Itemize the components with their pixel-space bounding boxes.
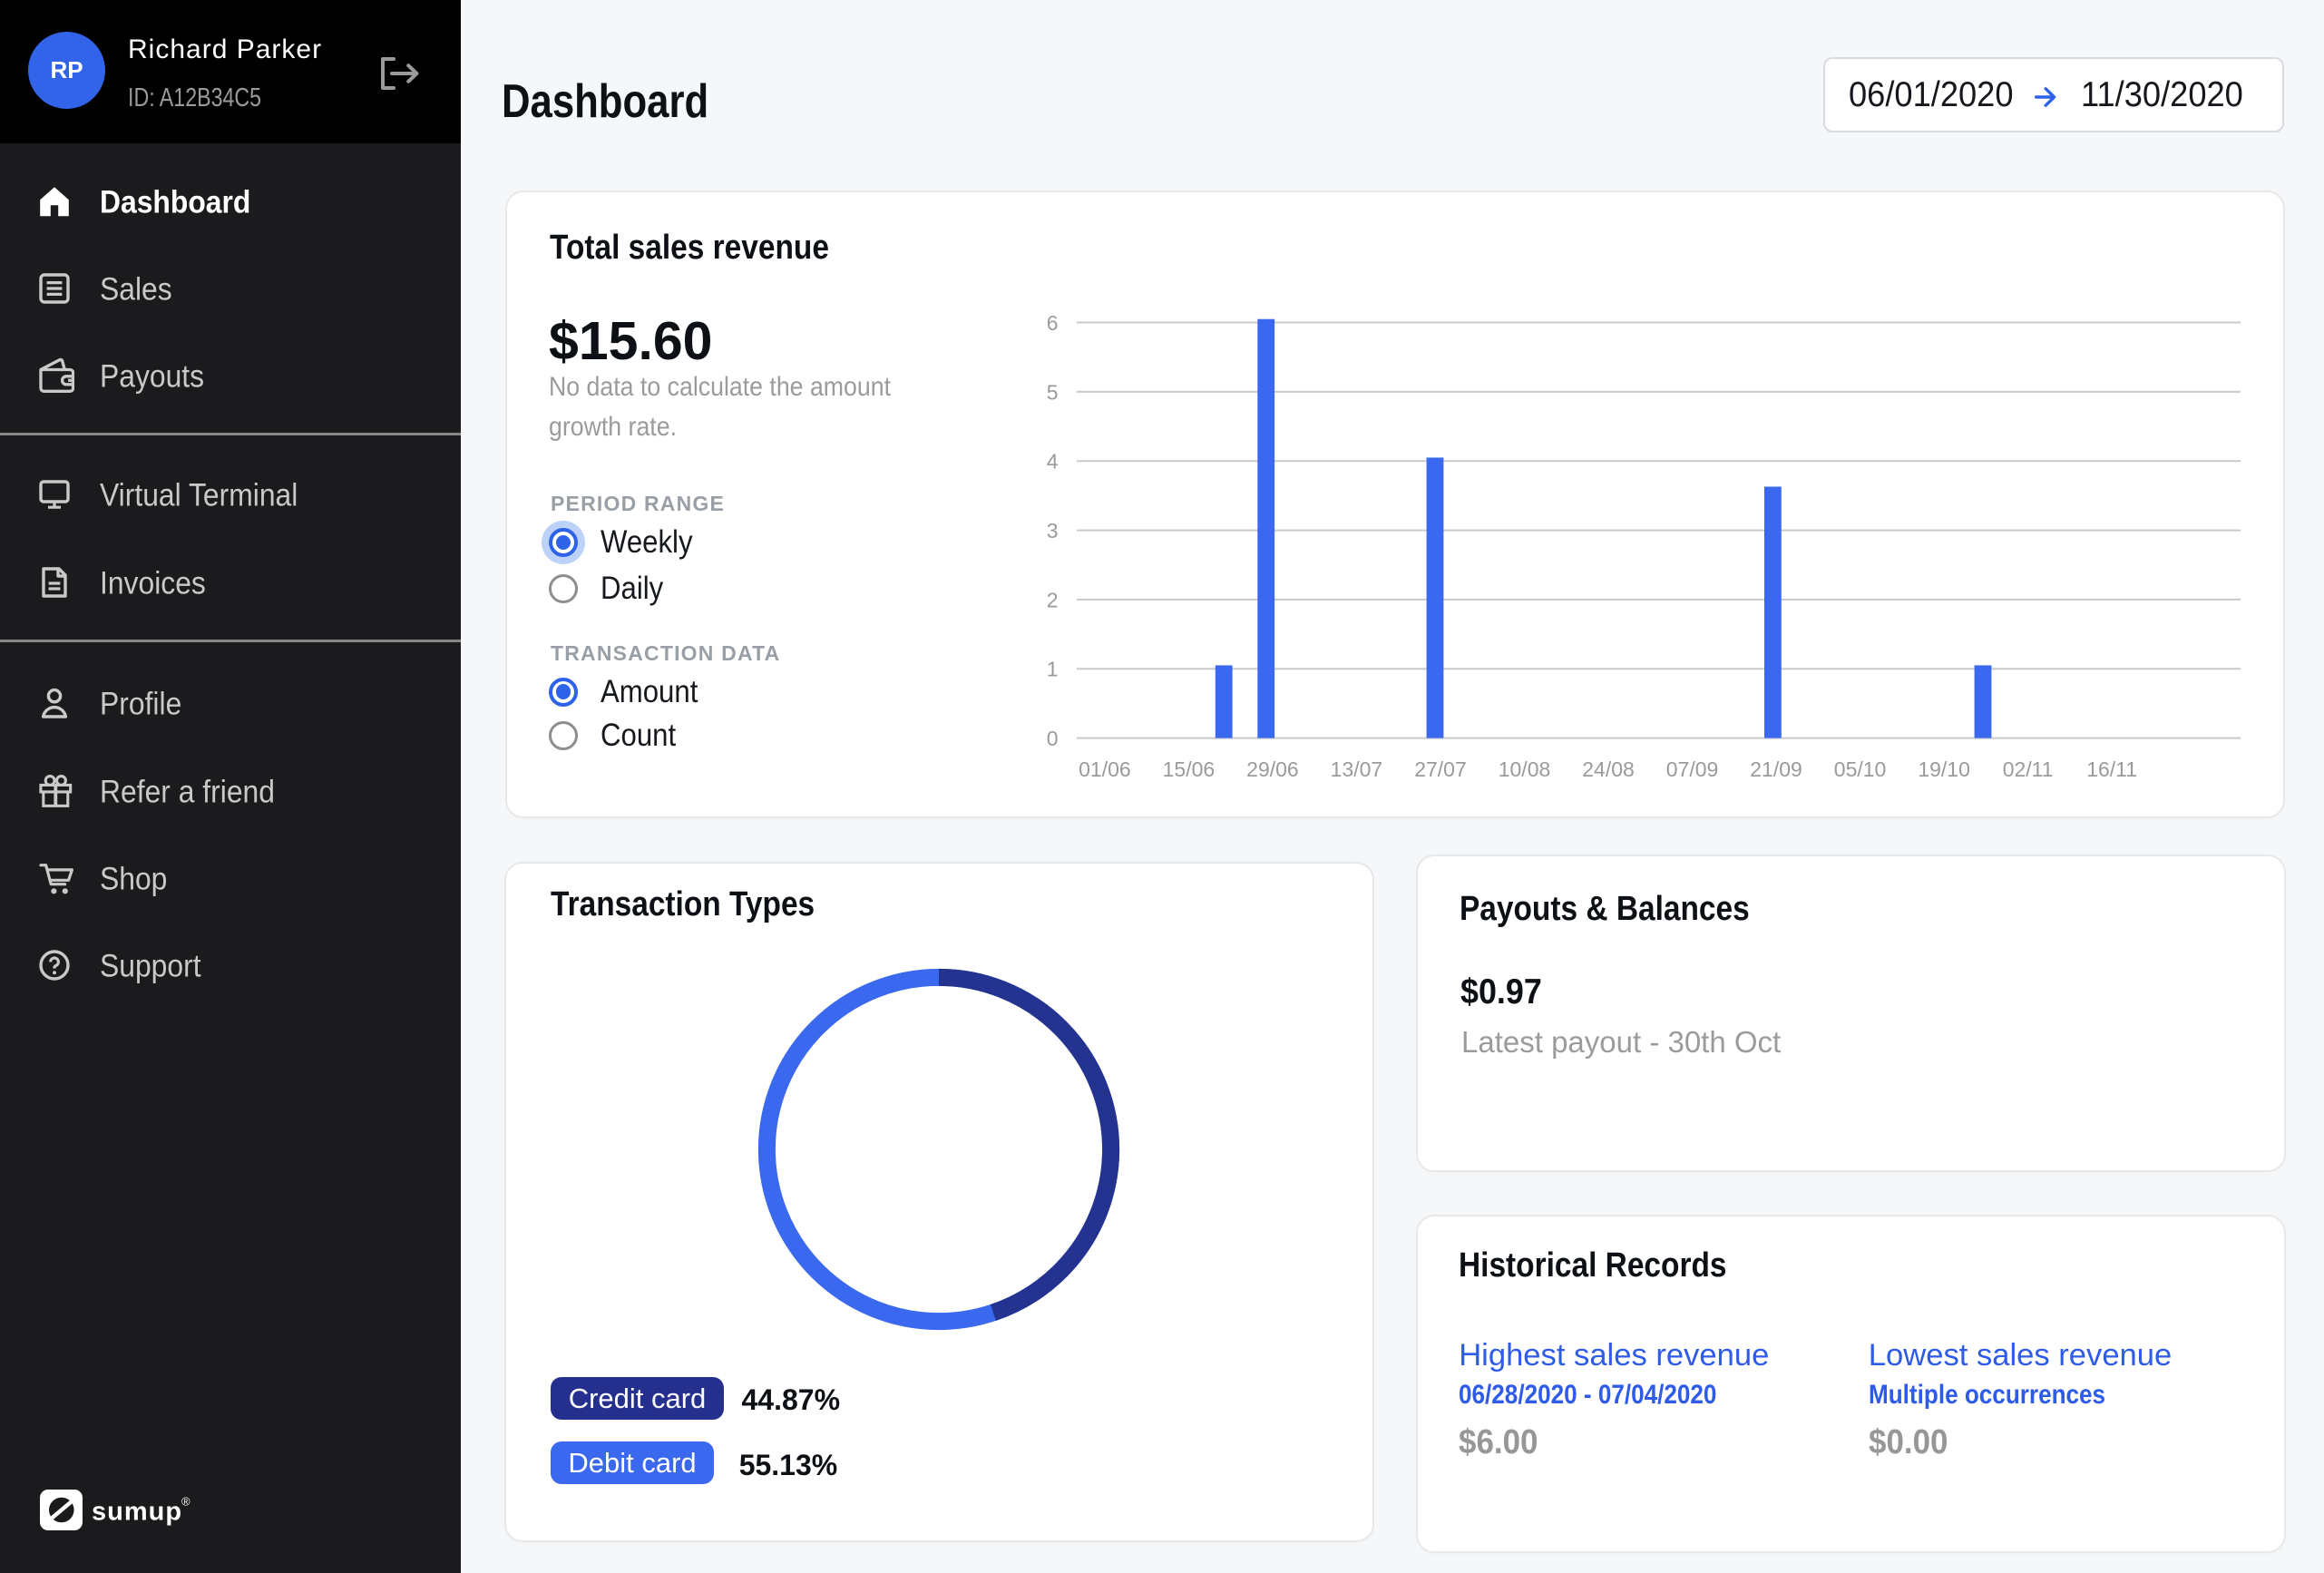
svg-text:02/11: 02/11 <box>2003 757 2054 781</box>
svg-text:1: 1 <box>1047 658 1059 681</box>
svg-text:0: 0 <box>1047 727 1059 750</box>
svg-text:2: 2 <box>1047 588 1059 611</box>
svg-text:05/10: 05/10 <box>1834 757 1887 781</box>
svg-text:3: 3 <box>1047 519 1059 542</box>
svg-text:27/07: 27/07 <box>1414 757 1467 781</box>
svg-text:4: 4 <box>1047 450 1059 474</box>
svg-text:19/10: 19/10 <box>1918 757 1970 781</box>
svg-text:07/09: 07/09 <box>1666 757 1719 781</box>
svg-text:21/09: 21/09 <box>1750 757 1802 781</box>
svg-text:®: ® <box>181 1495 190 1509</box>
svg-text:24/08: 24/08 <box>1582 757 1635 781</box>
svg-text:sumup: sumup <box>92 1498 182 1527</box>
svg-text:29/06: 29/06 <box>1246 757 1299 781</box>
svg-text:6: 6 <box>1047 311 1059 335</box>
svg-text:15/06: 15/06 <box>1163 757 1216 781</box>
svg-text:5: 5 <box>1047 380 1059 404</box>
svg-text:10/08: 10/08 <box>1499 757 1551 781</box>
svg-text:01/06: 01/06 <box>1079 757 1131 781</box>
svg-text:13/07: 13/07 <box>1331 757 1383 781</box>
svg-text:16/11: 16/11 <box>2086 757 2137 781</box>
